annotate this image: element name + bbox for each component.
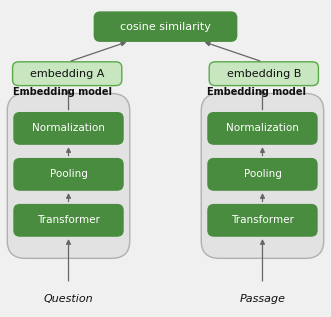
FancyBboxPatch shape bbox=[201, 94, 324, 258]
FancyBboxPatch shape bbox=[208, 204, 317, 236]
Text: cosine similarity: cosine similarity bbox=[120, 22, 211, 32]
Text: embedding A: embedding A bbox=[30, 69, 104, 79]
Text: Transformer: Transformer bbox=[231, 215, 294, 225]
FancyBboxPatch shape bbox=[13, 62, 122, 86]
Text: embedding B: embedding B bbox=[227, 69, 301, 79]
FancyBboxPatch shape bbox=[94, 12, 237, 41]
Text: Pooling: Pooling bbox=[244, 169, 281, 179]
FancyBboxPatch shape bbox=[208, 158, 317, 190]
FancyBboxPatch shape bbox=[209, 62, 318, 86]
Text: Transformer: Transformer bbox=[37, 215, 100, 225]
Text: Embedding model: Embedding model bbox=[13, 87, 112, 97]
FancyBboxPatch shape bbox=[14, 158, 123, 190]
Text: Pooling: Pooling bbox=[50, 169, 87, 179]
Text: Normalization: Normalization bbox=[32, 123, 105, 133]
FancyBboxPatch shape bbox=[14, 204, 123, 236]
Text: Passage: Passage bbox=[240, 294, 285, 304]
FancyBboxPatch shape bbox=[208, 113, 317, 144]
FancyBboxPatch shape bbox=[7, 94, 130, 258]
Text: Normalization: Normalization bbox=[226, 123, 299, 133]
FancyBboxPatch shape bbox=[14, 113, 123, 144]
Text: Question: Question bbox=[44, 294, 93, 304]
Text: Embedding model: Embedding model bbox=[207, 87, 306, 97]
